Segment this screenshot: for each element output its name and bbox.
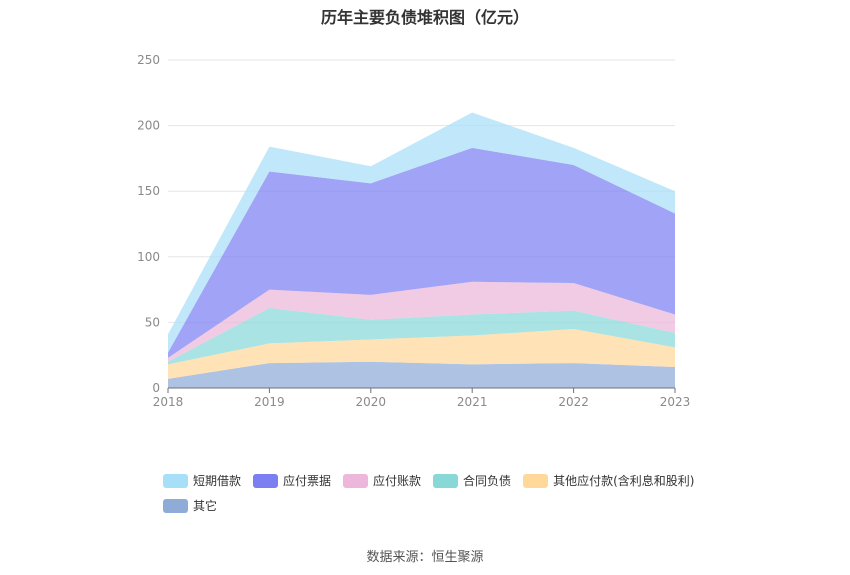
legend-item[interactable]: 合同负债 — [433, 472, 511, 489]
area-series — [168, 361, 675, 388]
x-tick-label: 2018 — [153, 395, 184, 409]
area-series — [168, 112, 675, 353]
y-tick-label: 250 — [137, 53, 160, 67]
legend-label: 合同负债 — [463, 474, 512, 488]
legend-label: 其他应付款(含利息和股利) — [553, 474, 695, 488]
legend-item[interactable]: 其它 — [163, 497, 217, 514]
area-series — [168, 281, 675, 362]
data-source: 数据来源：恒生聚源 — [366, 550, 484, 565]
legend-swatch — [163, 498, 188, 513]
legend-label: 短期借款 — [193, 474, 242, 488]
x-tick-label: 2023 — [660, 395, 691, 409]
y-tick-label: 0 — [152, 381, 160, 395]
legend: 短期借款 应付票据 应付账款 合同负债 其他应付款(含利息和股利) 其它 — [163, 472, 723, 514]
legend-item[interactable]: 其他应付款(含利息和股利) — [523, 472, 694, 489]
legend-swatch — [523, 473, 549, 488]
chart-title: 历年主要负债堆积图（亿元） — [320, 8, 529, 27]
x-tick-label: 2022 — [558, 395, 589, 409]
legend-swatch — [343, 473, 369, 488]
area-series — [168, 307, 675, 365]
legend-swatch — [253, 473, 279, 488]
y-tick-label: 100 — [137, 250, 160, 264]
legend-swatch — [163, 473, 188, 488]
y-tick-label: 150 — [137, 184, 160, 198]
legend-label: 其它 — [193, 499, 218, 513]
legend-item[interactable]: 应付账款 — [343, 472, 421, 489]
legend-label: 应付账款 — [373, 474, 422, 488]
x-tick-label: 2020 — [356, 395, 387, 409]
legend-swatch — [433, 473, 459, 488]
y-tick-label: 200 — [137, 119, 160, 133]
legend-label: 应付票据 — [283, 474, 332, 488]
legend-item[interactable]: 短期借款 — [163, 472, 241, 489]
x-tick-label: 2021 — [457, 395, 488, 409]
area-series — [168, 147, 675, 358]
area-series — [168, 328, 675, 379]
y-tick-label: 50 — [145, 315, 160, 329]
legend-item[interactable]: 应付票据 — [253, 472, 331, 489]
x-tick-label: 2019 — [254, 395, 285, 409]
